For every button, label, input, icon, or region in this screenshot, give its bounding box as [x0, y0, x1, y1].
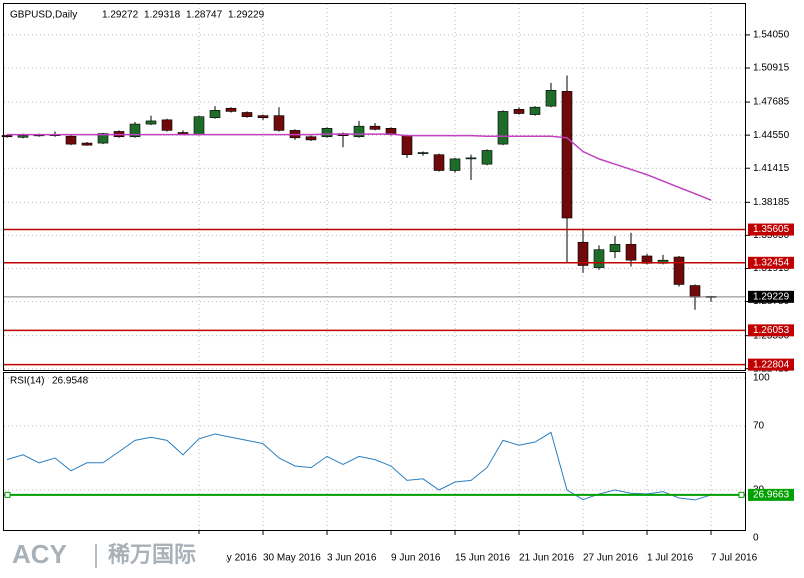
candle-body: [481, 150, 493, 165]
candle-body: [369, 125, 381, 130]
rsi-level-label-bg: [748, 488, 794, 501]
x-tick-label: 21 Jun 2016: [519, 553, 574, 564]
candle-body: [241, 112, 253, 117]
rsi-level-handle: [738, 491, 745, 498]
chart-title: GBPUSD,Daily: [10, 10, 77, 21]
rsi-title: RSI(14): [10, 376, 44, 387]
y-tick-label: 100: [753, 373, 770, 384]
level-label-bg: [748, 256, 794, 269]
candle-body: [257, 115, 269, 119]
header-close: 1.29229: [228, 10, 265, 21]
watermark-divider: [95, 544, 97, 568]
level-label-bg: [748, 324, 794, 337]
level-label: 1.26053: [753, 325, 790, 336]
candle-body: [609, 244, 621, 253]
candle-body: [321, 127, 333, 138]
y-tick-label: 1.41415: [753, 163, 790, 174]
rsi-last: 26.9548: [52, 376, 89, 387]
candle-body: [561, 91, 573, 219]
current-price-bg: [748, 290, 794, 303]
level-label-bg: [748, 223, 794, 236]
y-tick-label: 0: [753, 533, 759, 544]
y-tick-label: 1.54050: [753, 30, 790, 41]
x-tick-label: 7 Jul 2016: [711, 553, 758, 564]
x-tick-label: 3 Jun 2016: [327, 553, 377, 564]
current-price-label: 1.29229: [753, 291, 790, 302]
price-panel: [3, 3, 746, 371]
watermark-brand: ACY: [12, 539, 67, 569]
candle-body: [593, 249, 605, 268]
candle-body: [65, 135, 77, 145]
candle-body: [17, 135, 29, 138]
x-tick-label: 24 May 2016: [199, 553, 257, 564]
candle-body: [625, 244, 637, 261]
candle-body: [465, 157, 477, 160]
x-tick-label: 1 Jul 2016: [647, 553, 694, 564]
level-label-bg: [748, 358, 794, 371]
moving-average: [7, 133, 712, 201]
candle-body: [497, 111, 509, 145]
y-tick-label: 70: [753, 421, 765, 432]
candle-body: [513, 109, 525, 114]
candle-body: [1, 135, 13, 138]
x-tick-label: 30 May 2016: [263, 553, 321, 564]
y-tick-label: 1.50915: [753, 63, 790, 74]
plot: 1.54050 1.50915 1.47685 1.44550 1.41415 1.381…: [1, 4, 794, 564]
candle-body: [193, 116, 205, 135]
watermark-bg: [0, 534, 226, 578]
candle-body: [177, 132, 189, 135]
candle-body: [353, 125, 365, 138]
watermark-name: 稀万国际: [108, 542, 196, 567]
candle-body: [209, 110, 221, 119]
y-tick-label: 1.38185: [753, 197, 790, 208]
candle-body: [433, 154, 445, 171]
header-low: 1.28747: [186, 10, 223, 21]
x-tick-label: 15 Jun 2016: [455, 553, 510, 564]
candle-body: [545, 90, 557, 107]
candle-body: [673, 256, 685, 285]
watermark: ACY 稀万国际: [0, 534, 226, 578]
candle-body: [449, 158, 461, 171]
level-label: 1.32454: [753, 257, 790, 268]
rsi-level-label: 26.9663: [753, 489, 790, 500]
header-open: 1.29272: [102, 10, 139, 21]
x-tick-label: 27 Jun 2016: [583, 553, 638, 564]
level-label: 1.35605: [753, 224, 790, 235]
candle-body: [129, 123, 141, 138]
candle-body: [81, 142, 93, 146]
candle-body: [401, 135, 413, 155]
level-label: 1.22804: [753, 359, 790, 370]
rsi-panel: [3, 372, 746, 531]
candle-body: [305, 136, 317, 141]
candle-body: [417, 152, 429, 154]
candle-body: [577, 241, 589, 266]
y-tick-label: 1.47685: [753, 97, 790, 108]
y-tick-label: 1.44550: [753, 130, 790, 141]
x-tick-label: 9 Jun 2016: [391, 553, 441, 564]
candle-body: [97, 133, 109, 144]
candle-body: [273, 115, 285, 131]
rsi-line: [6, 431, 712, 501]
candle-body: [145, 120, 157, 125]
candle-body: [689, 285, 701, 298]
header-high: 1.29318: [144, 10, 181, 21]
candle-body: [161, 119, 173, 131]
candle-body: [529, 106, 541, 115]
rsi-level-handle: [4, 491, 11, 498]
candle-body: [225, 107, 237, 112]
